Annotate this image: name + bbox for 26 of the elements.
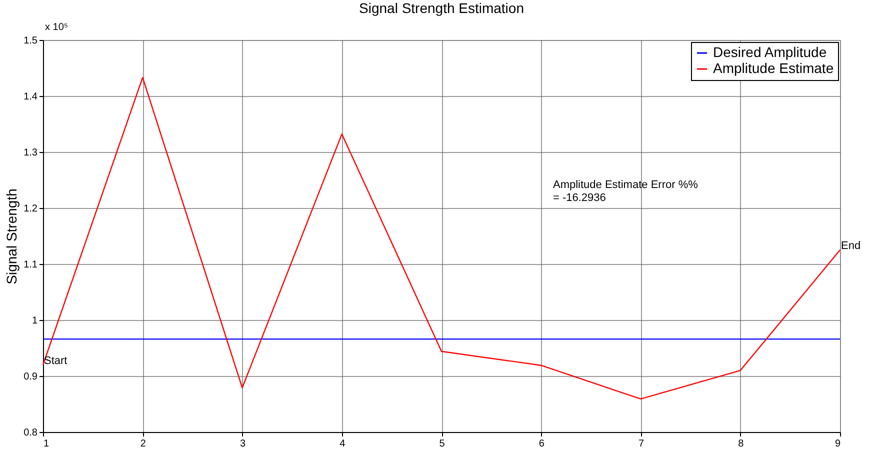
legend-label: Amplitude Estimate <box>713 60 834 76</box>
line-series <box>42 76 841 400</box>
legend-label: Desired Amplitude <box>713 44 827 60</box>
y-tick-label: 1.5 <box>24 36 38 46</box>
annotation: End <box>841 240 861 252</box>
x-tick-label: 2 <box>140 438 146 450</box>
x-tick-label: 6 <box>538 438 545 450</box>
x-tick-label: 7 <box>638 438 644 450</box>
x-tick-label: 4 <box>340 438 346 450</box>
y-tick-label: 1.2 <box>24 204 38 214</box>
y-tick-label: 1.4 <box>24 92 38 102</box>
y-tick-label: 0.8 <box>24 428 38 438</box>
y-tick-label: 1.3 <box>24 148 38 158</box>
x-tick-label: 8 <box>738 438 744 450</box>
y-tick-label: 0.9 <box>24 372 38 382</box>
annotation: Amplitude Estimate Error %% = -16.2936 <box>553 179 698 204</box>
x-tick-label: 1 <box>44 438 50 450</box>
y-tick-label: 1 <box>32 316 38 326</box>
x-tick-label: 9 <box>834 438 841 450</box>
chart-title: Signal Strength Estimation <box>359 0 524 16</box>
y-tick-label: 1.1 <box>24 260 38 270</box>
x-tick-label: 3 <box>240 438 246 450</box>
text: x 10⁵ <box>45 22 68 33</box>
y-axis-title: Signal Strength <box>4 188 20 284</box>
annotation: Start <box>44 354 68 367</box>
x-tick-label: 5 <box>439 438 446 450</box>
